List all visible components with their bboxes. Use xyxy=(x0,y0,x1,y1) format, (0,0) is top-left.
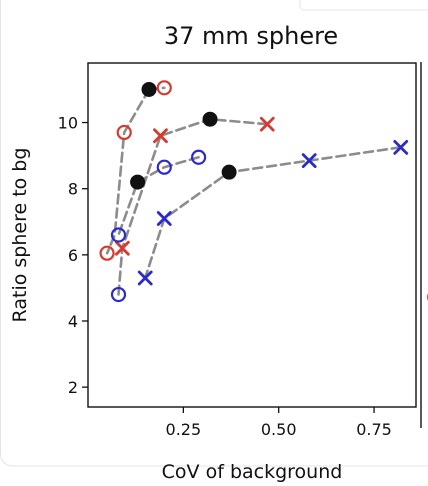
black-filled-point xyxy=(221,164,237,180)
red-x-point xyxy=(153,128,168,144)
x-tick-label: 0.75 xyxy=(356,420,392,439)
red-circle-point xyxy=(156,80,172,96)
x-ticks: 0.25 0.50 0.75 xyxy=(166,407,392,439)
y-ticks: 2 4 6 8 10 xyxy=(58,114,88,397)
panel-frame xyxy=(0,0,428,467)
data-markers xyxy=(99,80,409,303)
red-circle-point xyxy=(116,124,132,141)
blue-circle-point xyxy=(156,159,172,175)
y-tick-label: 2 xyxy=(68,378,78,397)
x-axis-label: CoV of background xyxy=(162,461,343,483)
y-tick-label: 6 xyxy=(68,246,78,265)
blue-x-point xyxy=(301,153,317,168)
dashed-connector-line xyxy=(105,88,151,255)
blue-circle-point xyxy=(191,149,207,165)
blue-x-point xyxy=(156,211,172,226)
blue-x-point xyxy=(137,270,153,286)
plot-area: 0.25 0.50 0.75 2 4 6 8 10 xyxy=(58,62,417,439)
y-tick-label: 10 xyxy=(58,114,78,133)
black-filled-point xyxy=(202,111,218,127)
chart-title: 37 mm sphere xyxy=(164,22,338,50)
blue-x-point xyxy=(393,139,409,155)
dashed-connector-line xyxy=(117,156,200,237)
blue-circle-point xyxy=(110,227,127,243)
black-filled-point xyxy=(130,174,146,190)
dashed-connector-line xyxy=(117,117,269,296)
red-x-point xyxy=(114,240,130,256)
y-axis-label: Ratio sphere to bg xyxy=(9,148,31,323)
red-x-point xyxy=(259,116,275,132)
black-filled-point xyxy=(141,81,157,97)
top-right-box xyxy=(299,0,428,11)
y-tick-label: 8 xyxy=(68,180,78,199)
red-circle-point xyxy=(99,245,115,261)
x-tick-label: 0.50 xyxy=(261,420,297,439)
y-tick-label: 4 xyxy=(68,312,78,331)
blue-circle-point xyxy=(110,286,127,303)
x-tick-label: 0.25 xyxy=(166,420,202,439)
plot-frame xyxy=(87,62,417,408)
